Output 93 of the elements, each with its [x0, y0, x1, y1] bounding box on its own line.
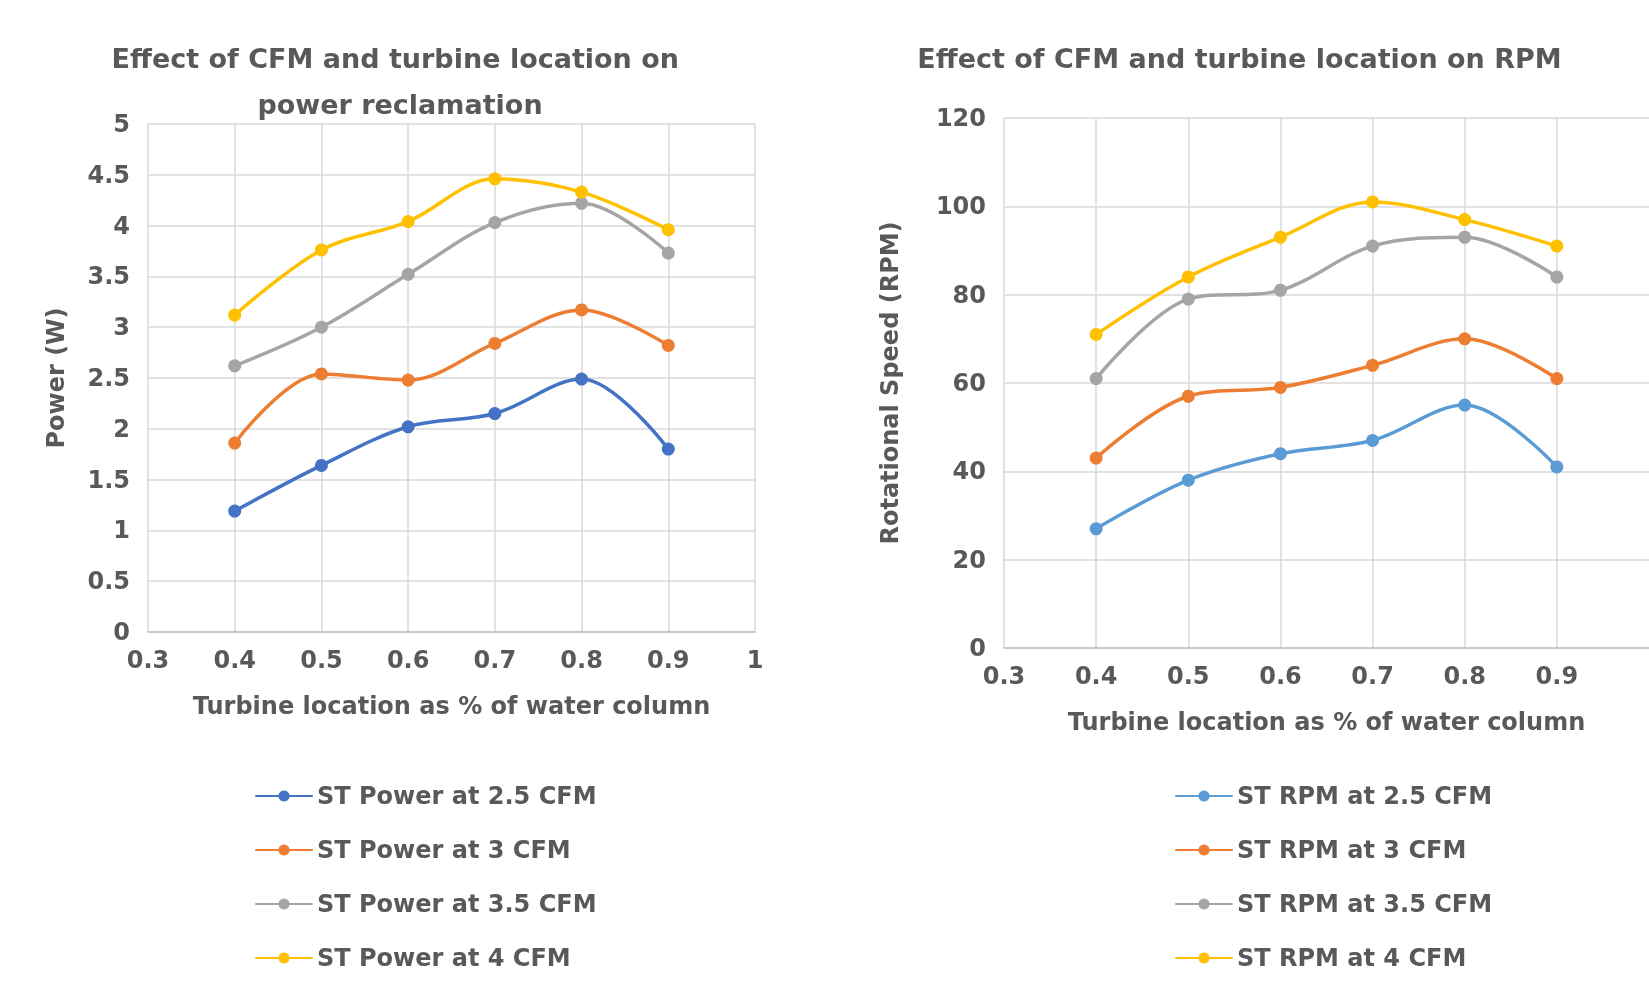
point: [401, 267, 415, 281]
y-tick-label: 2: [113, 414, 130, 443]
y-tick-label: 100: [935, 192, 986, 221]
x-tick-label: 0.8: [1443, 662, 1486, 690]
x-tick-label: 0.8: [560, 646, 603, 674]
point: [661, 442, 675, 456]
point: [661, 223, 675, 237]
x-tick-label: 0.4: [213, 646, 256, 674]
point: [314, 367, 328, 381]
x-tick-label: 0.9: [1535, 662, 1579, 690]
legend-label: ST RPM at 3 CFM: [1237, 836, 1467, 864]
point: [1181, 389, 1195, 403]
y-tick-label: 20: [952, 545, 986, 574]
point: [488, 216, 502, 230]
y-tick-label: 4.5: [87, 160, 130, 189]
point: [1089, 451, 1103, 465]
point: [228, 504, 242, 518]
y-tick-label: 3.5: [87, 262, 130, 291]
chart-title: Effect of CFM and turbine location on RPM: [917, 42, 1562, 74]
legend-label: ST RPM at 3.5 CFM: [1237, 890, 1493, 918]
point: [401, 373, 415, 387]
point: [1366, 433, 1380, 447]
x-tick-label: 0.5: [300, 646, 343, 674]
point: [1089, 522, 1103, 536]
point: [1550, 460, 1564, 474]
point: [1366, 239, 1380, 253]
point: [314, 243, 328, 257]
point: [228, 308, 242, 322]
point: [575, 303, 589, 317]
x-tick-label: 0.4: [1074, 662, 1118, 690]
x-tick-label: 0.7: [473, 646, 517, 674]
point: [488, 407, 502, 421]
point: [228, 436, 242, 450]
point: [228, 359, 242, 373]
legend-label: ST RPM at 4 CFM: [1237, 944, 1467, 972]
legend-label: ST Power at 4 CFM: [317, 944, 571, 972]
legend-label: ST Power at 2.5 CFM: [317, 782, 597, 810]
point: [1181, 270, 1195, 284]
point: [661, 338, 675, 352]
y-tick-label: 80: [952, 280, 986, 309]
point: [1181, 292, 1195, 306]
y-tick-label: 1: [113, 516, 130, 545]
point: [1089, 372, 1103, 386]
point: [488, 172, 502, 186]
y-tick-label: 3: [113, 313, 130, 342]
point: [1458, 230, 1472, 244]
point: [1366, 195, 1380, 209]
point: [314, 320, 328, 334]
y-tick-label: 0: [113, 618, 130, 646]
point: [1181, 473, 1195, 487]
point: [1089, 327, 1103, 341]
x-tick-label: 0.5: [1167, 662, 1210, 690]
point: [488, 336, 502, 350]
y-tick-label: 40: [952, 457, 986, 486]
x-tick-label: 0.6: [386, 646, 430, 674]
point: [1458, 213, 1472, 227]
y-tick-label: 0: [969, 634, 986, 662]
point: [1550, 372, 1564, 386]
point: [1273, 230, 1287, 244]
point: [661, 246, 675, 260]
y-axis-title: Rotational Speed (RPM): [876, 221, 904, 545]
x-tick-label: 0.3: [126, 646, 170, 674]
y-tick-label: 60: [952, 369, 986, 397]
y-tick-label: 120: [935, 104, 986, 132]
x-tick-label: 0.3: [982, 662, 1026, 690]
legend-label: ST RPM at 2.5 CFM: [1237, 782, 1493, 810]
point: [401, 420, 415, 434]
y-axis-title: Power (W): [42, 307, 70, 449]
point: [1458, 332, 1472, 346]
point: [1273, 283, 1287, 297]
point: [1366, 358, 1380, 372]
y-tick-label: 4: [113, 211, 130, 240]
x-tick-label: 0.9: [647, 646, 690, 674]
point: [1273, 447, 1287, 461]
y-tick-label: 1.5: [87, 465, 130, 494]
point: [1273, 380, 1287, 394]
x-axis-title: Turbine location as % of water column: [192, 692, 711, 720]
x-tick-label: 0.6: [1259, 662, 1302, 690]
legend-label: ST Power at 3.5 CFM: [317, 890, 597, 918]
point: [1458, 398, 1472, 412]
y-tick-label: 2.5: [87, 364, 130, 392]
point: [575, 196, 589, 210]
point: [575, 185, 589, 199]
y-tick-label: 0.5: [87, 567, 130, 596]
x-axis-title: Turbine location as % of water column: [1067, 708, 1586, 736]
point: [1550, 239, 1564, 253]
point: [314, 458, 328, 472]
point: [401, 215, 415, 229]
x-tick-label: 0.7: [1351, 662, 1394, 690]
legend-label: ST Power at 3 CFM: [317, 836, 571, 864]
point: [575, 372, 589, 386]
point: [1550, 270, 1564, 284]
x-tick-label: 1: [746, 646, 764, 674]
